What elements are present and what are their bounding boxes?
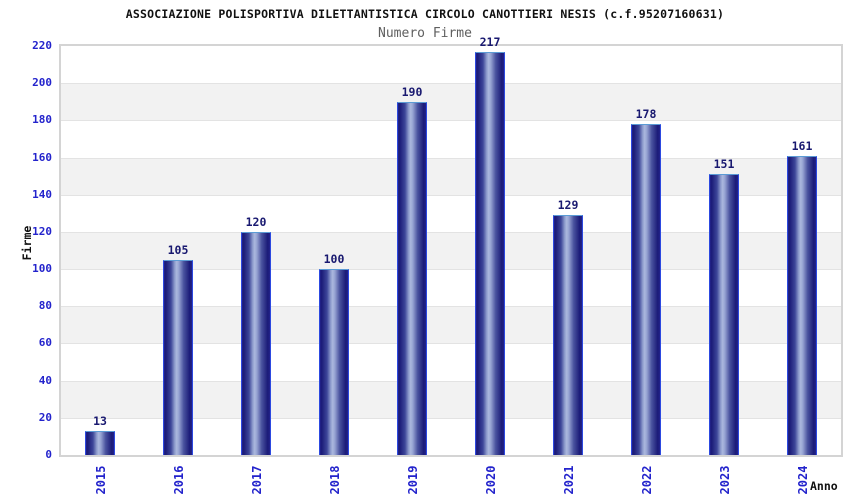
gridline-180 [61,120,841,122]
bar-2024 [787,155,817,455]
bar-value-2017: 120 [245,214,267,229]
x-tick-label-2019: 2019 [406,465,420,495]
plot-area [59,44,843,457]
bar-2023 [709,174,739,455]
y-tick-label-180: 180 [32,113,52,127]
y-tick-label-80: 80 [38,299,52,313]
y-tick-label-60: 60 [38,336,52,350]
y-tick-label-20: 20 [38,410,52,424]
y-tick-label-100: 100 [32,262,52,276]
x-tick-label-2017: 2017 [250,465,264,495]
y-tick-label-160: 160 [32,150,52,164]
bar-value-2024: 161 [791,138,813,153]
bar-value-2022: 178 [635,107,657,122]
x-tick-label-2015: 2015 [94,465,108,495]
plot-band [61,83,841,121]
plot-band [61,120,841,158]
x-tick-label-2018: 2018 [328,465,342,495]
chart-subtitle: Numero Firme [378,26,472,41]
gridline-100 [61,269,841,271]
plot-band [61,46,841,84]
x-tick-label-2022: 2022 [640,465,654,495]
x-tick-label-2024: 2024 [796,465,810,495]
bar-2017 [241,231,271,455]
y-tick-label-0: 0 [45,448,52,461]
bar-2016 [163,259,193,455]
gridline-160 [61,157,841,159]
bar-2018 [319,269,349,455]
y-tick-label-200: 200 [32,76,52,90]
bar-value-2018: 100 [323,252,345,267]
bar-value-2021: 129 [557,198,579,213]
x-tick-label-2023: 2023 [718,465,732,495]
y-tick-label-120: 120 [32,224,52,238]
bar-value-2019: 190 [401,84,423,99]
gridline-120 [61,231,841,233]
x-tick-label-2021: 2021 [562,465,576,495]
x-tick-label-2020: 2020 [484,465,498,495]
gridline-80 [61,306,841,308]
chart-title: ASSOCIAZIONE POLISPORTIVA DILETTANTISTIC… [125,7,725,21]
gridline-60 [61,343,841,345]
bar-value-2023: 151 [713,157,735,172]
gridline-140 [61,194,841,196]
gridline-20 [61,417,841,419]
gridline-200 [61,83,841,85]
bar-2015 [85,430,115,455]
bar-value-2015: 13 [93,413,107,428]
bar-value-2020: 217 [479,34,501,49]
bar-value-2016: 105 [167,242,189,257]
x-axis-title: Anno [810,479,838,493]
x-tick-label-2016: 2016 [172,465,186,495]
y-tick-label-140: 140 [32,187,52,201]
y-tick-label-40: 40 [38,373,52,387]
bar-2019 [397,101,427,455]
bar-2020 [475,51,505,455]
bar-2022 [631,124,661,455]
bar-2021 [553,215,583,455]
y-tick-label-220: 220 [32,39,52,52]
gridline-40 [61,380,841,382]
